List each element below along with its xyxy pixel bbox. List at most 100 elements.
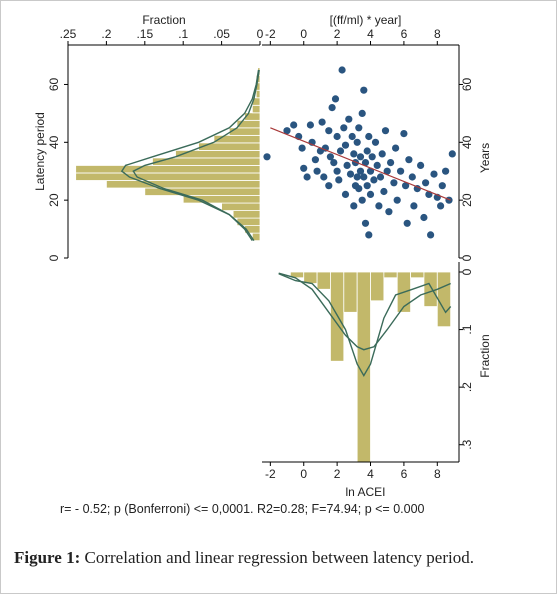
figure-caption: Figure 1: Correlation and linear regress…	[14, 548, 474, 568]
scatter-point-33	[350, 150, 358, 158]
scatter-point-67	[390, 179, 398, 187]
hist-left-bar-16	[244, 112, 261, 121]
scatter-point-28	[341, 141, 350, 149]
hist-bottom-x-tick-label-3: 4	[367, 467, 374, 481]
hist-left-bar-4	[221, 202, 261, 211]
scatter-point-27	[341, 190, 350, 198]
scatter-point-75	[408, 173, 416, 181]
scatter-point-26	[340, 124, 348, 132]
hist-bottom-y-axis-title: Fraction	[478, 334, 492, 377]
hist-bottom-density-curve-0	[278, 272, 451, 351]
scatter-point-86	[438, 182, 446, 190]
hist-left-y-axis-title: Latency period	[33, 112, 47, 191]
scatter-point-66	[387, 159, 395, 167]
hist-bottom-x-tick-label-5: 8	[434, 467, 441, 481]
hist-left-x-tick-label-2: .15	[136, 27, 153, 41]
hist-bottom-bar-2	[316, 271, 331, 290]
regression-line	[270, 127, 451, 201]
scatter-point-46	[360, 173, 368, 181]
hist-left-x-tick-label-0: .25	[60, 27, 77, 41]
scatter-point-14	[321, 144, 329, 152]
scatter-point-52	[365, 132, 373, 141]
scatter-point-80	[422, 179, 430, 187]
hist-bottom-x-tick-label-4: 6	[401, 467, 408, 481]
scatter-point-63	[381, 127, 390, 135]
scatter-y-tick-label-3: 60	[460, 77, 474, 91]
hist-bottom-bar-7	[383, 271, 398, 279]
scatter-point-62	[380, 187, 388, 196]
scatter-point-71	[400, 130, 408, 138]
scatter-point-16	[325, 182, 333, 190]
hist-left-x-axis-title: Fraction	[142, 13, 185, 27]
scatter-point-83	[430, 170, 438, 178]
scatter-point-42	[356, 153, 365, 161]
scatter-point-50	[363, 182, 371, 190]
scatter-x-axis-title: [(ff/ml) * year]	[330, 13, 402, 27]
scatter-point-47	[361, 159, 370, 167]
hist-left-density-curve-1	[132, 69, 260, 241]
scatter-x-tick-label-3: 4	[367, 27, 374, 41]
scatter-point-55	[368, 153, 376, 161]
scatter-point-39	[355, 124, 363, 132]
hist-left-bar-3	[232, 210, 261, 219]
hist-bottom-density-curve-1	[278, 273, 452, 377]
hist-left-x-tick-label-3: .1	[178, 27, 188, 41]
scatter-point-9	[311, 156, 319, 164]
scatter-point-37	[353, 138, 361, 146]
scatter-point-60	[376, 173, 385, 181]
figure-caption-label: Figure 1:	[14, 548, 81, 567]
scatter-point-69	[393, 196, 401, 204]
figure-caption-text: Correlation and linear regression betwee…	[80, 548, 474, 567]
scatter-point-24	[336, 147, 345, 155]
scatter-point-13	[320, 173, 328, 181]
scatter-point-18	[328, 104, 336, 112]
hist-left-bar-17	[251, 104, 261, 114]
scatter-point-10	[313, 167, 321, 175]
hist-left-bar-7	[106, 180, 261, 189]
hist-bottom-x-axis-title: ln ACEI	[345, 485, 385, 499]
scatter-point-2	[290, 121, 298, 129]
scatter-x-tick-label-4: 6	[401, 27, 408, 41]
scatter-point-65	[385, 208, 393, 216]
scatter-point-70	[397, 167, 405, 175]
hist-left-bar-8	[75, 172, 261, 181]
scatter-point-51	[365, 231, 373, 239]
scatter-point-48	[361, 219, 370, 227]
scatter-point-15	[325, 127, 333, 135]
scatter-point-89	[448, 150, 456, 158]
scatter-point-77	[413, 185, 421, 193]
scatter-point-73	[403, 219, 411, 227]
scatter-point-59	[375, 202, 383, 210]
hist-left-x-tick-label-4: .05	[213, 27, 230, 41]
hist-bottom-y-tick-label-0: 0	[460, 268, 474, 275]
hist-bottom-y-tick-label-3: .3	[460, 439, 474, 449]
scatter-x-tick-label-2: 2	[334, 27, 341, 41]
hist-bottom-y-tick-label-2: .2	[460, 382, 474, 392]
hist-left-bar-9	[75, 165, 261, 174]
hist-left-x-tick-label-1: .2	[101, 27, 111, 41]
scatter-point-54	[366, 190, 375, 198]
scatter-point-43	[358, 196, 366, 204]
scatter-point-29	[343, 161, 351, 169]
scatter-point-5	[300, 164, 308, 172]
scatter-point-34	[350, 202, 358, 210]
scatter-point-7	[306, 121, 314, 129]
scatter-point-87	[442, 167, 450, 175]
scatter-y-tick-label-2: 40	[460, 135, 474, 149]
scatter-point-57	[371, 138, 380, 146]
scatter-x-tick-label-5: 8	[434, 27, 441, 41]
hist-left-bar-19	[255, 89, 261, 99]
scatter-point-12	[318, 118, 326, 126]
hist-left-x-tick-label-5: 0	[257, 27, 264, 41]
scatter-point-30	[345, 115, 353, 123]
scatter-y-tick-label-0: 0	[460, 254, 474, 261]
scatter-point-38	[353, 173, 361, 181]
scatter-point-49	[363, 147, 371, 155]
hist-bottom-bar-9	[410, 271, 425, 279]
hist-bottom-bar-3	[330, 271, 345, 362]
scatter-point-23	[335, 176, 343, 184]
hist-bottom-bar-11	[436, 271, 452, 328]
scatter-point-56	[370, 176, 378, 184]
hist-left-y-tick-label-2: 40	[47, 135, 61, 149]
